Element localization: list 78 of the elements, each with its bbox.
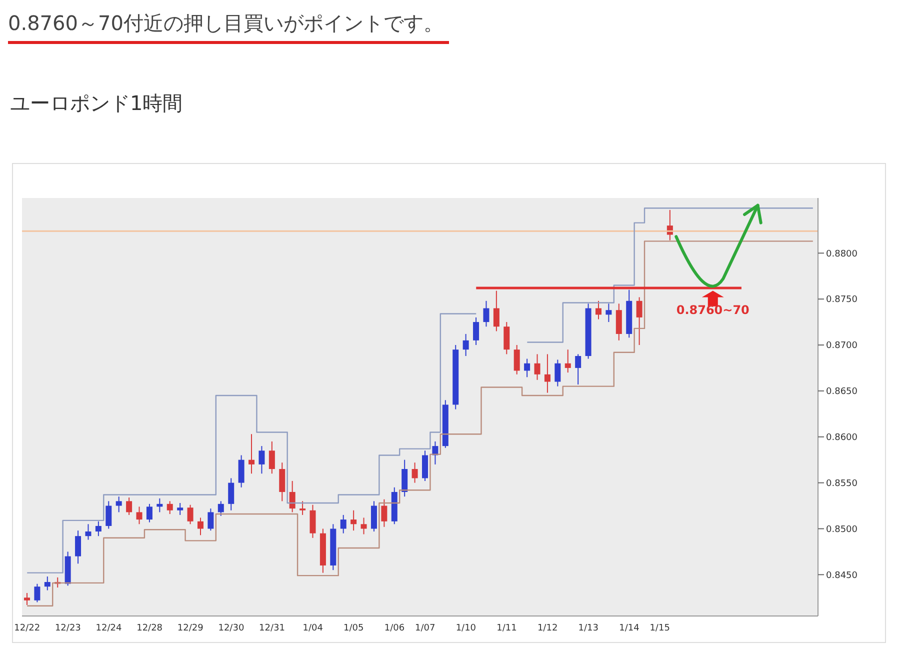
candlestick	[606, 303, 612, 323]
y-tick-label: 0.8700	[826, 341, 858, 352]
candlestick	[166, 500, 173, 515]
candlestick	[187, 504, 194, 525]
x-tick-label: 12/30	[218, 623, 244, 634]
candlestick	[381, 498, 388, 528]
candlestick	[136, 506, 142, 525]
candlestick	[95, 520, 102, 537]
candlestick	[268, 440, 275, 474]
candlestick	[310, 504, 316, 538]
candlestick	[564, 349, 571, 374]
candlestick	[44, 576, 50, 591]
candlestick	[544, 354, 550, 394]
y-tick-label: 0.8650	[826, 387, 858, 398]
candlestick	[85, 524, 92, 540]
candlestick	[197, 517, 204, 536]
candlestick	[300, 500, 306, 516]
candlestick	[636, 296, 642, 346]
x-tick-label: 12/22	[14, 623, 40, 634]
candlestick	[524, 358, 530, 378]
x-tick-label: 12/24	[96, 623, 122, 634]
chart-subtitle: ユーロポンド1時間	[10, 90, 183, 117]
candlestick	[258, 446, 265, 474]
candlestick	[483, 300, 490, 328]
y-tick-label: 0.8500	[826, 524, 858, 535]
x-tick-label: 1/06	[384, 623, 405, 634]
candlestick	[462, 333, 469, 357]
candlestick	[34, 583, 40, 603]
candlestick	[422, 450, 428, 482]
candlestick	[504, 322, 510, 355]
candlestick	[554, 359, 561, 387]
y-tick-label: 0.8600	[826, 433, 858, 444]
x-tick-label: 1/14	[619, 623, 640, 634]
candlestick	[24, 592, 30, 606]
candlestick	[289, 480, 296, 513]
candlestick	[402, 459, 408, 498]
y-tick-label: 0.8750	[826, 295, 858, 306]
candlestick	[156, 498, 163, 513]
x-tick-label: 1/11	[496, 623, 517, 634]
candlestick	[412, 462, 418, 484]
candlestick	[75, 530, 82, 564]
candlestick	[126, 496, 132, 516]
y-tick-label: 0.8450	[826, 570, 858, 581]
candlestick	[360, 517, 367, 535]
candlestick	[208, 508, 214, 532]
y-tick-label: 0.8800	[826, 249, 858, 260]
x-tick-label: 1/04	[302, 623, 324, 634]
candlestick	[248, 434, 255, 474]
x-tick-label: 12/29	[177, 623, 204, 634]
candlestick	[228, 478, 234, 511]
x-tick-label: 12/23	[54, 623, 81, 634]
x-tick-label: 12/28	[136, 623, 163, 634]
x-tick-label: 12/31	[259, 623, 285, 634]
candlestick	[575, 354, 582, 385]
candlestick	[473, 316, 480, 346]
x-tick-label: 1/10	[456, 623, 476, 634]
x-tick-label: 1/13	[578, 623, 598, 634]
candlestick	[534, 354, 540, 380]
candlestick	[106, 500, 112, 530]
annotation: 0.8760~70	[676, 302, 750, 317]
candlestick	[514, 344, 520, 375]
candlestick	[116, 496, 122, 513]
y-tick-label: 0.8550	[826, 478, 858, 489]
candlestick	[146, 503, 152, 523]
x-tick-label: 1/15	[650, 623, 670, 634]
candlestick	[350, 510, 357, 532]
x-tick-label: 1/05	[344, 623, 364, 634]
candlestick	[279, 462, 286, 502]
candlestick	[595, 300, 602, 320]
candlestick	[340, 514, 346, 534]
candlestick	[218, 500, 224, 516]
chart-title: 0.8760～70付近の押し目買いがポイントです。	[8, 10, 450, 44]
candlestick	[177, 502, 184, 516]
x-tick-label: 1/12	[537, 623, 558, 634]
candlestick	[370, 500, 377, 532]
x-tick-label: 1/07	[414, 623, 436, 634]
candlestick	[616, 303, 622, 341]
candlestick	[238, 454, 244, 488]
